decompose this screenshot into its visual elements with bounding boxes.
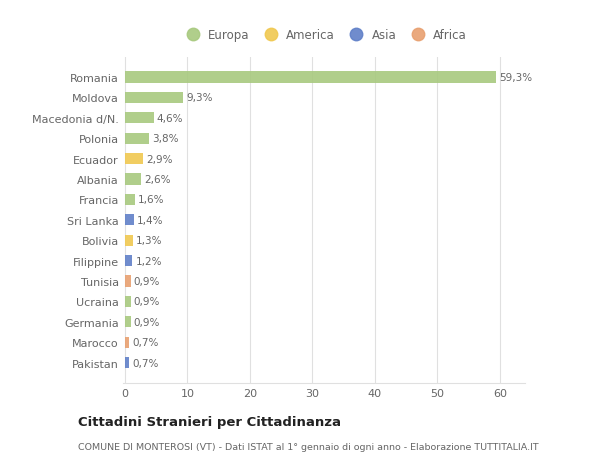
Text: 4,6%: 4,6% [157,113,183,123]
Bar [125,296,131,308]
Text: 1,6%: 1,6% [138,195,164,205]
Bar [125,113,154,124]
Bar [125,276,131,287]
Bar [125,72,496,84]
Bar [125,357,129,369]
Text: 0,9%: 0,9% [134,276,160,286]
Text: 1,2%: 1,2% [136,256,162,266]
Bar [125,154,143,165]
Bar [125,174,141,185]
Text: Cittadini Stranieri per Cittadinanza: Cittadini Stranieri per Cittadinanza [78,415,341,428]
Text: 0,9%: 0,9% [134,317,160,327]
Bar [125,235,133,246]
Text: 2,6%: 2,6% [144,174,171,185]
Text: 1,3%: 1,3% [136,235,163,246]
Text: 2,9%: 2,9% [146,154,173,164]
Text: 1,4%: 1,4% [137,215,163,225]
Bar [125,93,183,104]
Text: 0,7%: 0,7% [133,337,159,347]
Text: COMUNE DI MONTEROSI (VT) - Dati ISTAT al 1° gennaio di ogni anno - Elaborazione : COMUNE DI MONTEROSI (VT) - Dati ISTAT al… [78,442,539,451]
Text: 0,7%: 0,7% [133,358,159,368]
Bar [125,317,131,328]
Text: 3,8%: 3,8% [152,134,178,144]
Text: 9,3%: 9,3% [186,93,212,103]
Text: 59,3%: 59,3% [499,73,532,83]
Legend: Europa, America, Asia, Africa: Europa, America, Asia, Africa [176,24,472,46]
Bar [125,256,133,267]
Bar [125,337,129,348]
Bar [125,194,135,206]
Bar [125,215,134,226]
Bar [125,133,149,145]
Text: 0,9%: 0,9% [134,297,160,307]
